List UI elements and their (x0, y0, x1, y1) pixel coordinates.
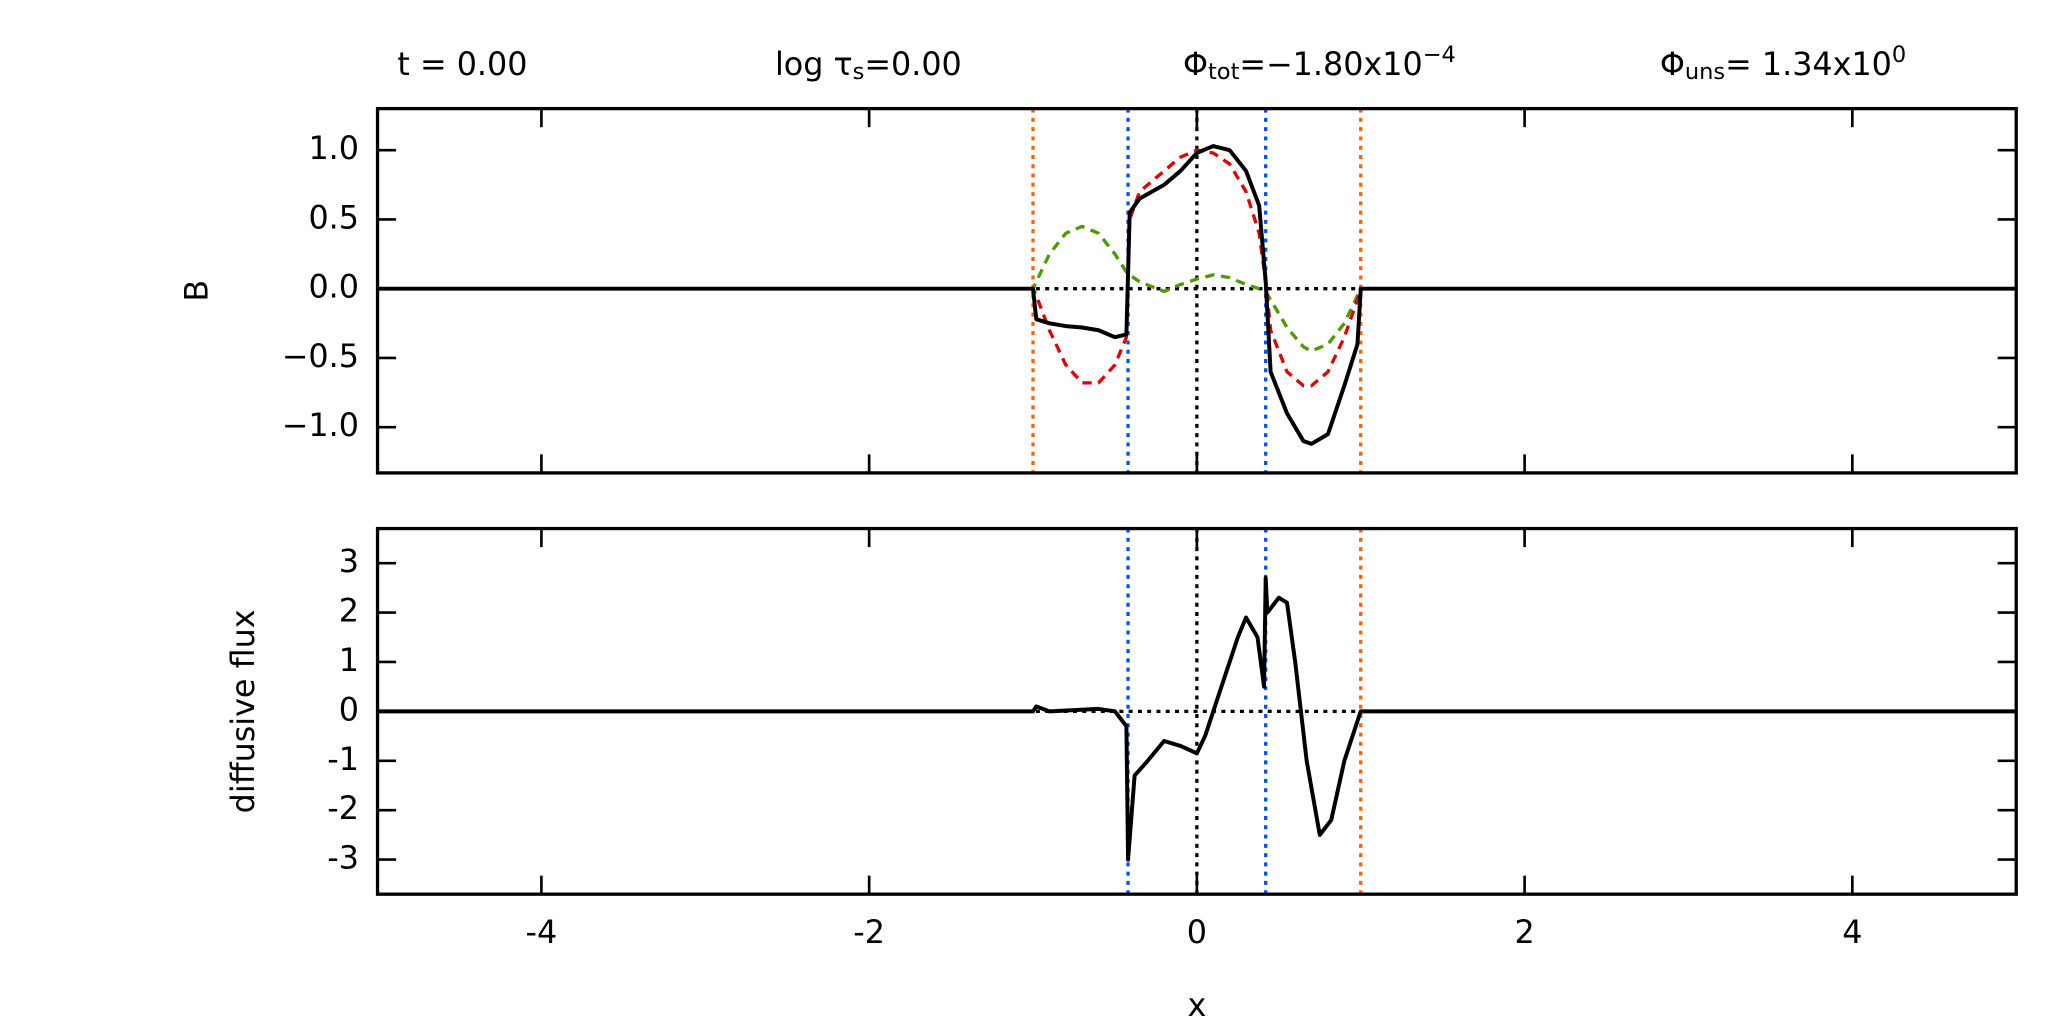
y-tick-label: 2 (339, 593, 359, 630)
data-line (377, 224, 2017, 353)
y-tick-label: -2 (327, 790, 359, 827)
x-tick-label: -2 (853, 914, 885, 951)
y-tick-label: 1 (339, 642, 359, 679)
y-tick-label: 1.0 (308, 130, 359, 167)
y-tick-label: 0 (339, 691, 359, 728)
annotation-part: =−1.80x10 (1239, 46, 1422, 83)
annotation-part: log τ (775, 46, 853, 83)
y-axis-label: diffusive flux (225, 609, 262, 813)
annotation-part: 0 (1892, 42, 1906, 68)
x-axis-label: x (1187, 987, 1206, 1024)
y-tick-label: −0.5 (282, 338, 359, 375)
annotation: Φuns= 1.34x100 (1660, 42, 1906, 85)
data-line (377, 575, 2017, 862)
y-tick-label: 3 (339, 543, 359, 580)
data-line (377, 148, 2017, 388)
y-tick-label: −1.0 (282, 407, 359, 444)
y-tick-label: 0.0 (308, 269, 359, 306)
annotation-part: −4 (1423, 42, 1456, 68)
plot-frame (375, 526, 2018, 896)
annotation: log τs=0.00 (775, 46, 962, 85)
annotation-part: = 1.34x10 (1725, 46, 1892, 83)
annotation-part: Φ (1183, 46, 1208, 83)
y-tick-label: -1 (327, 741, 359, 778)
y-tick-label: -3 (327, 840, 359, 877)
x-tick-label: 4 (1842, 914, 1862, 951)
x-tick-label: 0 (1187, 914, 1207, 951)
plot-frame (375, 106, 2018, 475)
annotation: Φtot=−1.80x10−4 (1183, 42, 1456, 85)
annotation-part: t = 0.00 (397, 46, 527, 83)
y-tick-label: 0.5 (308, 199, 359, 236)
x-tick-label: -4 (526, 914, 558, 951)
annotation-part: =0.00 (864, 46, 961, 83)
annotation-part: uns (1685, 60, 1725, 86)
annotation-part: s (853, 60, 865, 86)
annotation-part: Φ (1660, 46, 1685, 83)
annotation-part: tot (1208, 60, 1240, 86)
data-line (377, 144, 2017, 446)
x-tick-label: 2 (1514, 914, 1534, 951)
annotation: t = 0.00 (397, 46, 527, 83)
y-axis-label: B (179, 280, 216, 302)
